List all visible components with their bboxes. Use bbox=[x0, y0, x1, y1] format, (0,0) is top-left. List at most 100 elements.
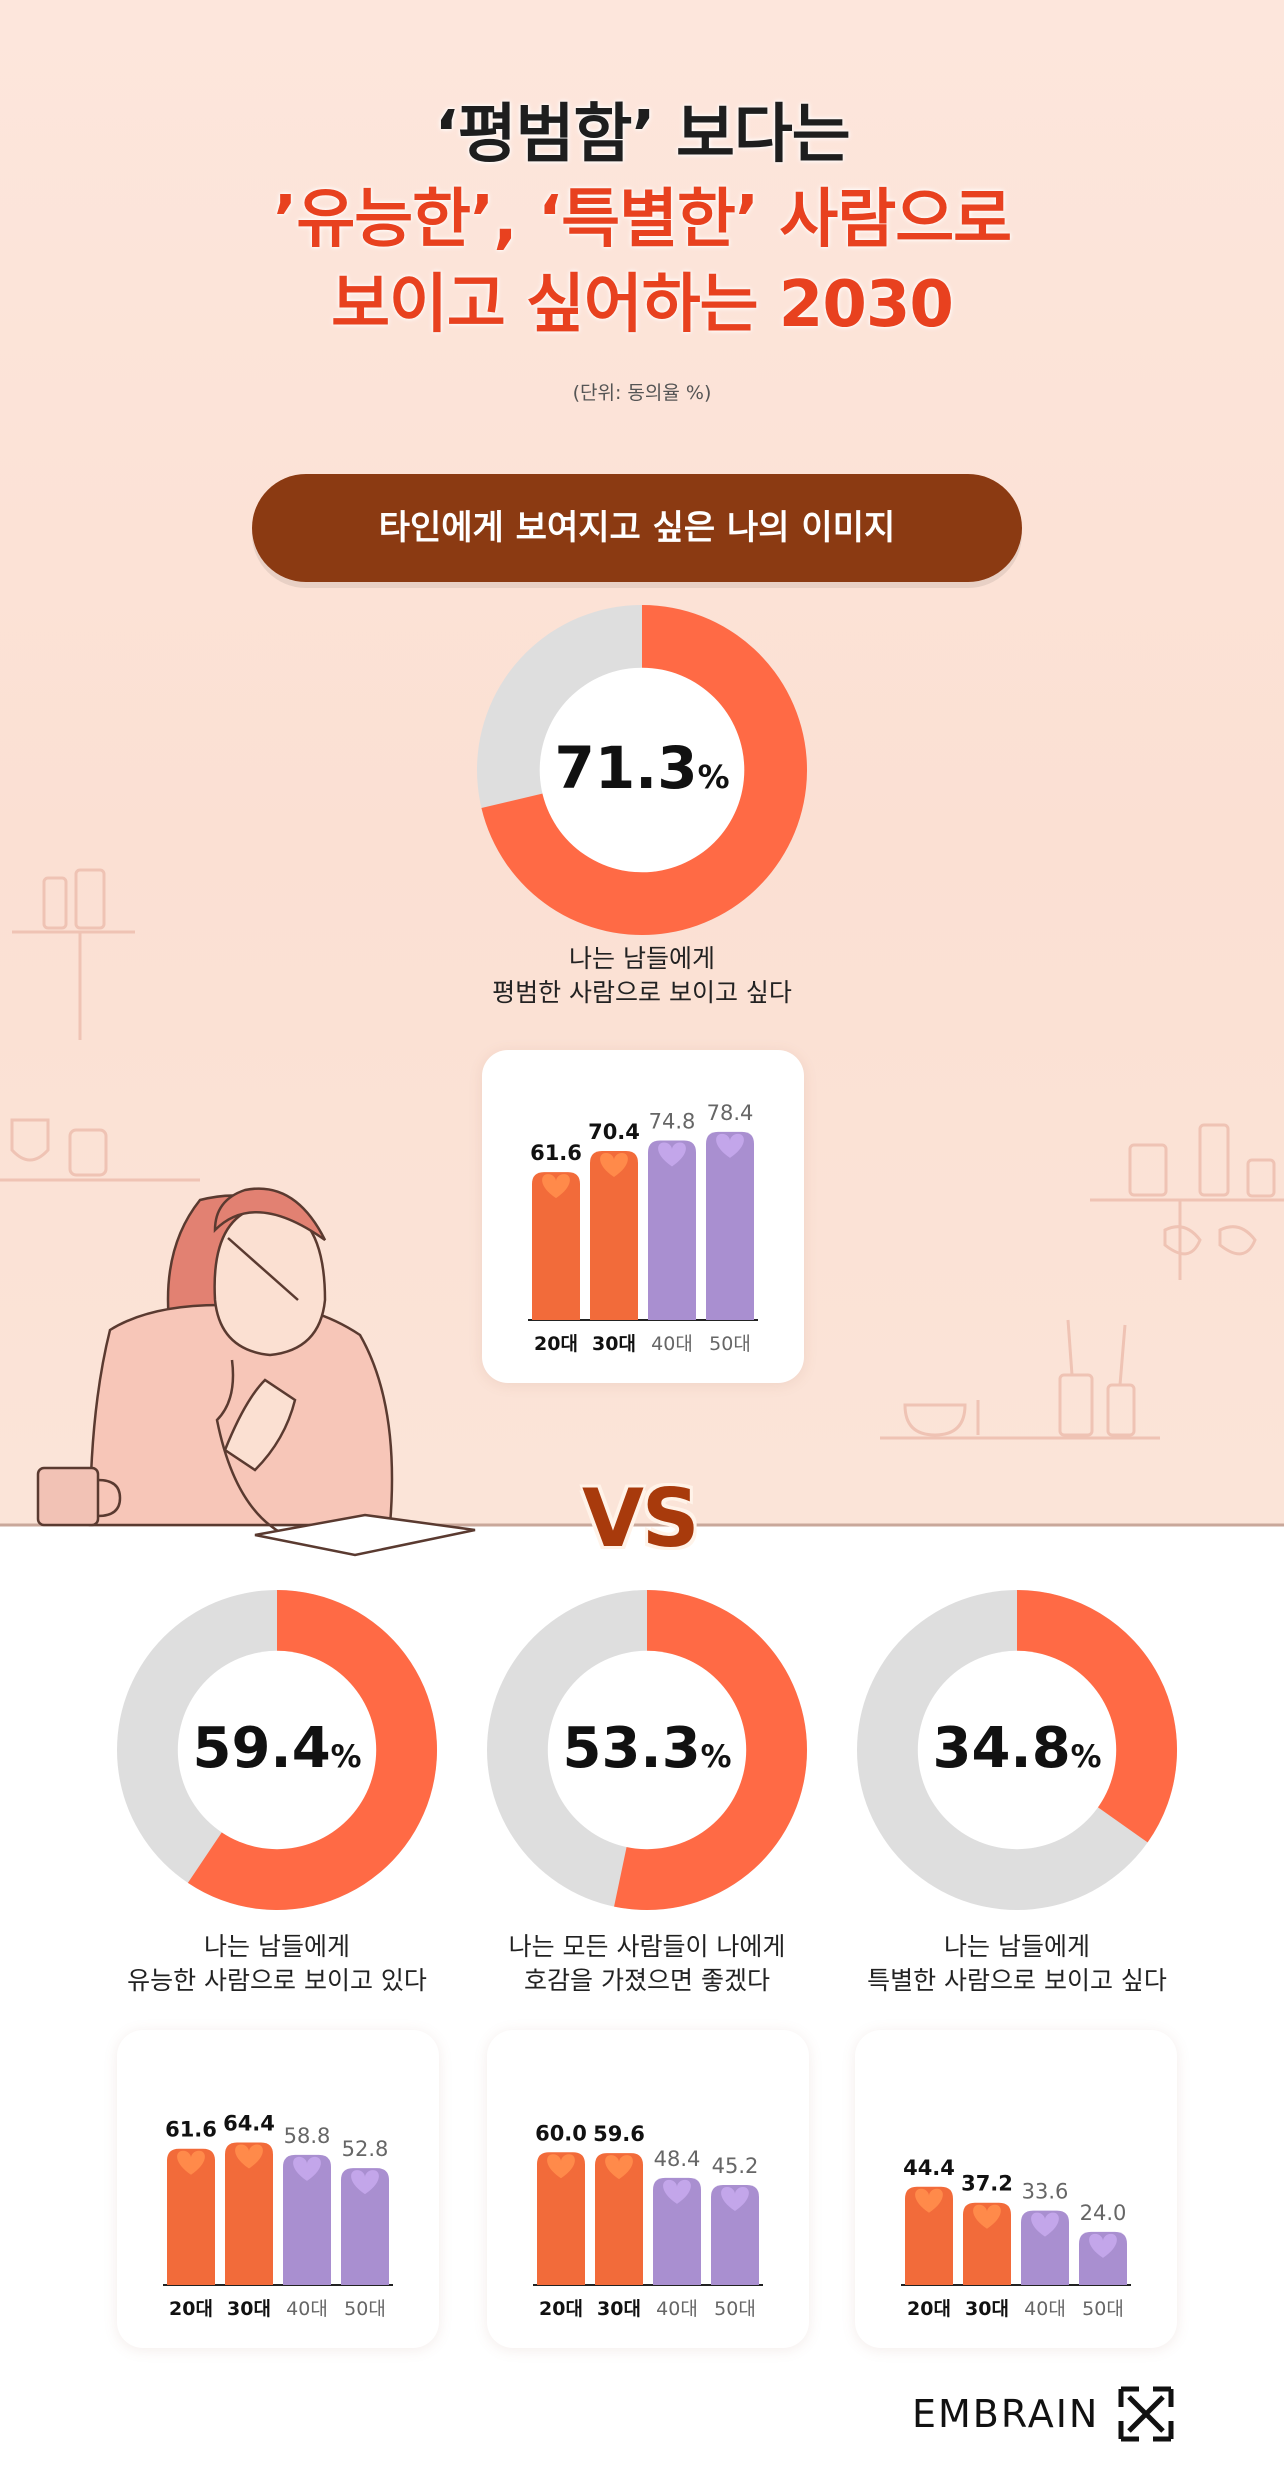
caption-liked: 나는 모든 사람들이 나에게 호감을 가졌으면 좋겠다 bbox=[447, 1930, 847, 1998]
donut-percent: 34.8% bbox=[857, 1714, 1177, 1792]
title-line-2: ’유능한’, ‘특별한’ 사람으로 bbox=[273, 183, 1012, 257]
donut-svg bbox=[857, 1590, 1177, 1910]
bar-value-label: 59.6 bbox=[593, 2122, 645, 2146]
donut-percent: 71.3% bbox=[477, 733, 807, 812]
bar-heart-icon bbox=[235, 2144, 263, 2169]
donut-percent: 59.4% bbox=[117, 1714, 437, 1792]
bar-heart-icon bbox=[542, 1174, 570, 1199]
bar bbox=[590, 1151, 638, 1320]
donut-svg bbox=[477, 605, 807, 935]
donut-svg bbox=[487, 1590, 807, 1910]
bar-heart-icon bbox=[351, 2170, 379, 2195]
bar-category-label: 50대 bbox=[344, 2298, 386, 2320]
bar bbox=[341, 2168, 389, 2285]
caption-ordinary: 나는 남들에게 평범한 사람으로 보이고 싶다 bbox=[392, 942, 892, 1010]
percent-symbol: % bbox=[700, 1739, 732, 1775]
percent-symbol: % bbox=[330, 1739, 362, 1775]
bar-chart-svg: 61.6 20대 70.4 30대 74.8 40대 78.4 50대 bbox=[528, 1101, 758, 1355]
bar-heart-icon bbox=[177, 2150, 205, 2175]
bar-category-label: 40대 bbox=[286, 2298, 328, 2320]
percent-symbol: % bbox=[1070, 1739, 1102, 1775]
bar-category-label: 30대 bbox=[965, 2298, 1009, 2320]
section-title: 타인에게 보여지고 싶은 나의 이미지 bbox=[252, 474, 1022, 582]
bar-heart-icon bbox=[663, 2179, 691, 2204]
caption-line: 특별한 사람으로 보이고 싶다 bbox=[867, 1966, 1167, 1995]
percent-symbol: % bbox=[697, 758, 730, 796]
bar-value-label: 78.4 bbox=[707, 1101, 754, 1125]
bar-value-label: 74.8 bbox=[649, 1109, 696, 1133]
bar bbox=[283, 2154, 331, 2285]
donut-percent-value: 34.8 bbox=[932, 1716, 1071, 1781]
bar-heart-icon bbox=[721, 2186, 749, 2211]
caption-line: 평범한 사람으로 보이고 싶다 bbox=[492, 978, 792, 1007]
bar-value-label: 37.2 bbox=[961, 2172, 1013, 2196]
donut-hole bbox=[917, 1650, 1117, 1850]
caption-special: 나는 남들에게 특별한 사람으로 보이고 싶다 bbox=[817, 1930, 1217, 1998]
donut-liked: 53.3% bbox=[487, 1590, 807, 1910]
bar-category-label: 30대 bbox=[592, 1333, 636, 1355]
bar-category-label: 30대 bbox=[597, 2298, 641, 2320]
illustration bbox=[0, 868, 1284, 1557]
caption-line: 나는 남들에게 bbox=[944, 1932, 1090, 1961]
bar bbox=[1079, 2231, 1127, 2285]
caption-line: 유능한 사람으로 보이고 있다 bbox=[127, 1966, 427, 1995]
donut-svg bbox=[117, 1590, 437, 1910]
bar-card-ordinary: 61.6 20대 70.4 30대 74.8 40대 78.4 50대 bbox=[482, 1050, 804, 1383]
bar-chart-svg: 44.4 20대 37.2 30대 33.6 40대 24.0 50대 bbox=[901, 2156, 1131, 2320]
bar-value-label: 33.6 bbox=[1022, 2180, 1069, 2204]
caption-competent: 나는 남들에게 유능한 사람으로 보이고 있다 bbox=[77, 1930, 477, 1998]
bar bbox=[653, 2177, 701, 2285]
caption-line: 나는 남들에게 bbox=[569, 944, 715, 973]
bar-category-label: 40대 bbox=[651, 1333, 693, 1355]
bar-heart-icon bbox=[1031, 2212, 1059, 2237]
bar-value-label: 58.8 bbox=[284, 2124, 331, 2148]
bar-value-label: 60.0 bbox=[535, 2121, 587, 2145]
title-line-3: 보이고 싶어하는 2030 bbox=[331, 268, 954, 342]
bar-heart-icon bbox=[1089, 2233, 1117, 2258]
bar-category-label: 20대 bbox=[169, 2298, 213, 2320]
donut-percent: 53.3% bbox=[487, 1714, 807, 1792]
caption-line: 나는 모든 사람들이 나에게 bbox=[508, 1932, 786, 1961]
bar-value-label: 24.0 bbox=[1080, 2201, 1127, 2225]
bar-value-label: 64.4 bbox=[223, 2112, 275, 2136]
unit-note: (단위: 동의율 %) bbox=[572, 382, 712, 404]
bar-heart-icon bbox=[915, 2188, 943, 2213]
donut-ordinary: 71.3% bbox=[477, 605, 807, 935]
logo-mark-icon bbox=[1118, 2386, 1174, 2442]
bar-category-label: 40대 bbox=[656, 2298, 698, 2320]
bar bbox=[905, 2186, 953, 2285]
donut-special: 34.8% bbox=[857, 1590, 1177, 1910]
bar-card-liked: 60.0 20대 59.6 30대 48.4 40대 45.2 50대 bbox=[487, 2030, 809, 2348]
donut-percent-value: 71.3 bbox=[554, 734, 698, 802]
bar bbox=[1021, 2210, 1069, 2285]
title-line-1: ‘평범함’ 보다는 bbox=[434, 98, 850, 172]
bar-value-label: 48.4 bbox=[654, 2147, 701, 2171]
embrain-logo: EMBRAIN bbox=[912, 2382, 1175, 2446]
bar-category-label: 50대 bbox=[1082, 2298, 1124, 2320]
bar-category-label: 40대 bbox=[1024, 2298, 1066, 2320]
bar-heart-icon bbox=[658, 1142, 686, 1167]
donut-hole bbox=[539, 667, 745, 873]
caption-line: 나는 남들에게 bbox=[204, 1932, 350, 1961]
bar bbox=[963, 2202, 1011, 2285]
caption-line: 호감을 가졌으면 좋겠다 bbox=[524, 1966, 770, 1995]
bar bbox=[532, 1172, 580, 1320]
bar bbox=[595, 2153, 643, 2285]
bar-category-label: 20대 bbox=[907, 2298, 951, 2320]
bar-chart-svg: 61.6 20대 64.4 30대 58.8 40대 52.8 50대 bbox=[163, 2112, 393, 2320]
bar-heart-icon bbox=[293, 2156, 321, 2181]
bar-value-label: 61.6 bbox=[530, 1141, 582, 1165]
bar-heart-icon bbox=[716, 1133, 744, 1158]
bar bbox=[225, 2142, 273, 2285]
donut-competent: 59.4% bbox=[117, 1590, 437, 1910]
bar-chart-svg: 60.0 20대 59.6 30대 48.4 40대 45.2 50대 bbox=[533, 2121, 763, 2320]
bar-heart-icon bbox=[605, 2155, 633, 2180]
bar-value-label: 52.8 bbox=[342, 2137, 389, 2161]
bar-category-label: 20대 bbox=[534, 1333, 578, 1355]
bar-category-label: 20대 bbox=[539, 2298, 583, 2320]
bar bbox=[537, 2152, 585, 2285]
bar-heart-icon bbox=[600, 1153, 628, 1178]
bar-category-label: 50대 bbox=[714, 2298, 756, 2320]
bar-category-label: 30대 bbox=[227, 2298, 271, 2320]
donut-hole bbox=[547, 1650, 747, 1850]
